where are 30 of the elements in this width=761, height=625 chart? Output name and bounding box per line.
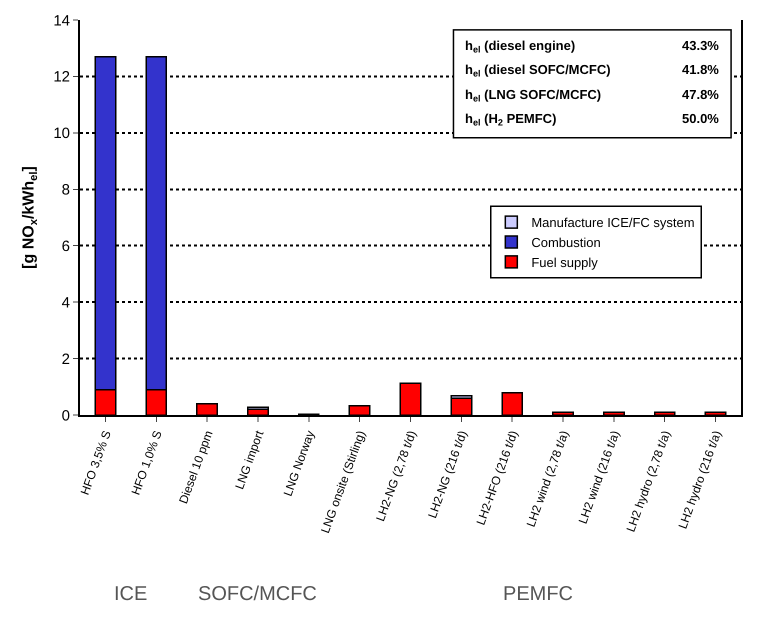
x-tick-label: LH2 wind (2,78 t/a)	[524, 428, 572, 529]
legend-label: Combustion	[531, 235, 601, 250]
x-tick-label: LH2 hydro (216 t/a)	[676, 428, 724, 531]
legend-label: Fuel supply	[531, 254, 598, 270]
x-tick-label: LH2 hydro (2,78 t/a)	[624, 428, 674, 534]
y-tick-label: 2	[62, 350, 70, 368]
annotation: h$_{el}$ (diesel engine)	[465, 38, 576, 55]
text: PEMFC	[503, 583, 573, 605]
annotation: h$_{el}$ (H$_{2}$ PEMFC)	[465, 111, 556, 128]
x-tick-label: LNG import	[232, 428, 267, 492]
x-tick-label: LH2 wind (216 t/a)	[576, 428, 622, 526]
legend-label: Manufacture ICE/FC system	[531, 215, 695, 230]
y-tick-label: 4	[62, 294, 70, 312]
y-tick-label: 0	[62, 407, 70, 424]
y-tick-label: 14	[53, 12, 70, 30]
annotation: 41.8%	[682, 62, 720, 77]
annotation: 50.0%	[682, 111, 720, 126]
annotation: h$_{el}$ (LNG SOFC/MCFC)	[465, 87, 602, 104]
y-tick-label: 6	[62, 238, 70, 255]
y-tick-label: 10	[53, 125, 70, 142]
annotation: 43.3%	[682, 38, 720, 53]
x-tick-label: HFO 1,0% S	[128, 428, 165, 497]
annotation: h$_{el}$ (diesel SOFC/MCFC)	[465, 62, 611, 79]
x-tick-label: HFO 3,5% S	[78, 428, 114, 497]
y-tick-label: 12	[53, 68, 70, 86]
y-tick-label: 8	[62, 182, 70, 199]
text: SOFC/MCFC	[198, 583, 317, 605]
annotation: 47.8%	[682, 87, 720, 102]
text: ICE	[114, 583, 148, 605]
x-tick-label: Diesel 10 ppm	[176, 428, 216, 506]
